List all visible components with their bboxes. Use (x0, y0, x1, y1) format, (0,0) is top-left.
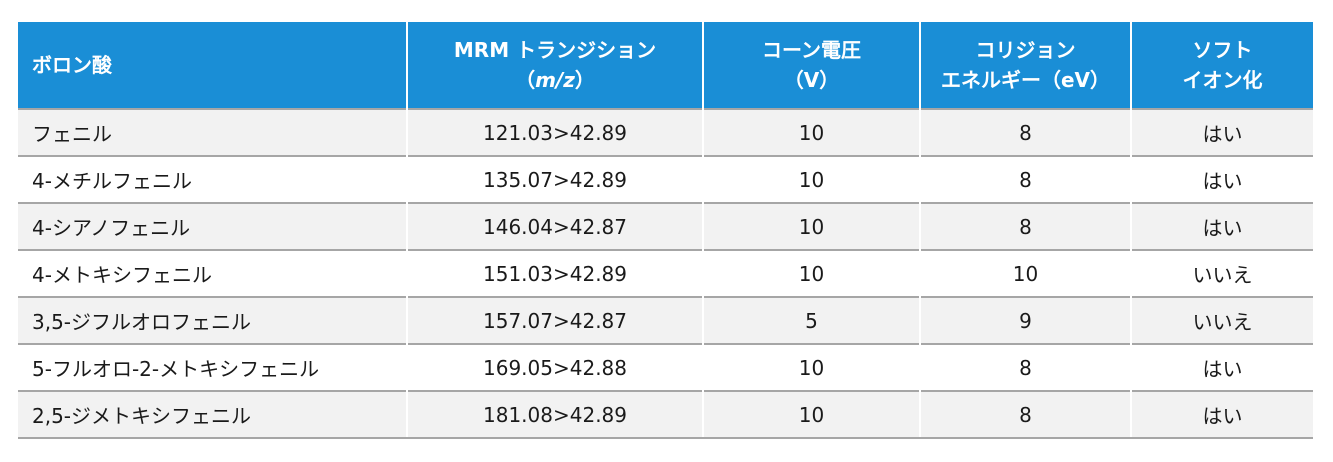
table-row: 4-メトキシフェニル 151.03>42.89 10 10 いいえ (18, 249, 1313, 297)
cell-boronic-acid: 2,5-ジメトキシフェニル (18, 390, 408, 439)
cell-soft-ionization: はい (1131, 343, 1313, 391)
header-collision-line1: コリジョン (975, 38, 1076, 62)
cell-cone-voltage: 10 (703, 155, 921, 203)
table-row: 4-メチルフェニル 135.07>42.89 10 8 はい (18, 155, 1313, 203)
cell-mrm-transition: 146.04>42.87 (407, 202, 704, 250)
table-row: 3,5-ジフルオロフェニル 157.07>42.87 5 9 いいえ (18, 296, 1313, 344)
cell-boronic-acid: 3,5-ジフルオロフェニル (18, 296, 408, 344)
cell-cone-voltage: 10 (703, 249, 921, 297)
cell-mrm-transition: 151.03>42.89 (407, 249, 704, 297)
header-soft-ionization: ソフト イオン化 (1131, 22, 1313, 109)
cell-collision-energy: 9 (920, 296, 1132, 344)
boronic-acid-table: ボロン酸 MRM トランジション （m/z） コーン電圧 （V） コリジョン エ… (18, 22, 1313, 439)
header-mrm-line1: MRM トランジション (453, 38, 657, 62)
header-collision-line2: エネルギー（eV） (940, 68, 1111, 92)
header-mrm-mz: m/z (535, 68, 575, 92)
cell-boronic-acid: 5-フルオロ-2-メトキシフェニル (18, 343, 408, 391)
header-row: ボロン酸 MRM トランジション （m/z） コーン電圧 （V） コリジョン エ… (18, 22, 1313, 109)
header-cone-line1: コーン電圧 (762, 38, 861, 62)
header-cone-voltage: コーン電圧 （V） (703, 22, 921, 109)
header-boronic-acid: ボロン酸 (18, 22, 408, 109)
table-row: 4-シアノフェニル 146.04>42.87 10 8 はい (18, 202, 1313, 250)
cell-collision-energy: 8 (920, 108, 1132, 156)
header-mrm-paren-open: （ (515, 68, 536, 92)
cell-collision-energy: 8 (920, 343, 1132, 391)
boronic-acid-table-container: ボロン酸 MRM トランジション （m/z） コーン電圧 （V） コリジョン エ… (18, 22, 1313, 439)
cell-cone-voltage: 10 (703, 202, 921, 250)
header-mrm-transition: MRM トランジション （m/z） (407, 22, 704, 109)
header-mrm-line2: （m/z） (408, 65, 702, 95)
cell-soft-ionization: はい (1131, 390, 1313, 439)
cell-cone-voltage: 5 (703, 296, 921, 344)
cell-mrm-transition: 157.07>42.87 (407, 296, 704, 344)
header-boronic-acid-label: ボロン酸 (32, 53, 112, 77)
cell-collision-energy: 8 (920, 202, 1132, 250)
table-row: 5-フルオロ-2-メトキシフェニル 169.05>42.88 10 8 はい (18, 343, 1313, 391)
cell-mrm-transition: 121.03>42.89 (407, 108, 704, 156)
table-body: フェニル 121.03>42.89 10 8 はい 4-メチルフェニル 135.… (18, 108, 1313, 439)
cell-soft-ionization: はい (1131, 202, 1313, 250)
header-mrm-paren-close: ） (574, 68, 595, 92)
cell-collision-energy: 8 (920, 155, 1132, 203)
cell-cone-voltage: 10 (703, 390, 921, 439)
cell-boronic-acid: 4-メチルフェニル (18, 155, 408, 203)
cell-soft-ionization: はい (1131, 155, 1313, 203)
table-row: 2,5-ジメトキシフェニル 181.08>42.89 10 8 はい (18, 390, 1313, 439)
header-soft-line2: イオン化 (1182, 68, 1263, 92)
cell-mrm-transition: 181.08>42.89 (407, 390, 704, 439)
cell-collision-energy: 8 (920, 390, 1132, 439)
header-collision-energy: コリジョン エネルギー（eV） (920, 22, 1132, 109)
cell-soft-ionization: はい (1131, 108, 1313, 156)
table-header: ボロン酸 MRM トランジション （m/z） コーン電圧 （V） コリジョン エ… (18, 22, 1313, 109)
header-cone-line2: （V） (783, 68, 840, 92)
cell-collision-energy: 10 (920, 249, 1132, 297)
cell-boronic-acid: 4-シアノフェニル (18, 202, 408, 250)
header-soft-line1: ソフト (1192, 38, 1253, 62)
cell-mrm-transition: 169.05>42.88 (407, 343, 704, 391)
cell-soft-ionization: いいえ (1131, 296, 1313, 344)
cell-boronic-acid: 4-メトキシフェニル (18, 249, 408, 297)
cell-cone-voltage: 10 (703, 108, 921, 156)
cell-cone-voltage: 10 (703, 343, 921, 391)
cell-soft-ionization: いいえ (1131, 249, 1313, 297)
cell-boronic-acid: フェニル (18, 108, 408, 156)
table-row: フェニル 121.03>42.89 10 8 はい (18, 108, 1313, 156)
cell-mrm-transition: 135.07>42.89 (407, 155, 704, 203)
